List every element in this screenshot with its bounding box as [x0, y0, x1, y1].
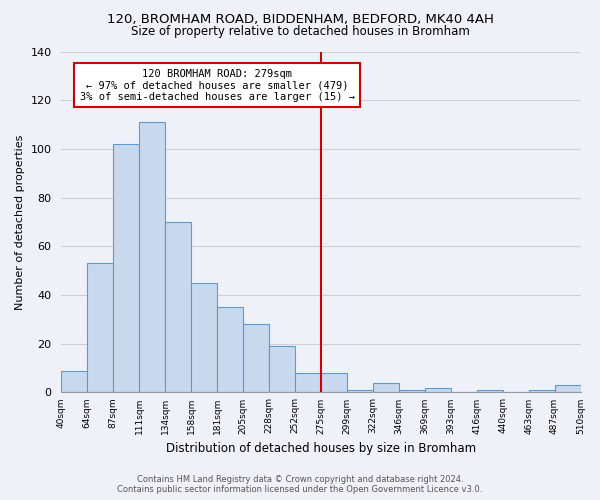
X-axis label: Distribution of detached houses by size in Bromham: Distribution of detached houses by size …	[166, 442, 476, 455]
Y-axis label: Number of detached properties: Number of detached properties	[15, 134, 25, 310]
Bar	[373, 382, 399, 392]
Bar	[529, 390, 554, 392]
Text: Size of property relative to detached houses in Bromham: Size of property relative to detached ho…	[131, 25, 469, 38]
Bar	[165, 222, 191, 392]
Bar	[217, 307, 243, 392]
Bar	[425, 388, 451, 392]
Bar	[269, 346, 295, 393]
Text: 120 BROMHAM ROAD: 279sqm
← 97% of detached houses are smaller (479)
3% of semi-d: 120 BROMHAM ROAD: 279sqm ← 97% of detach…	[80, 68, 355, 102]
Bar	[554, 385, 581, 392]
Bar	[88, 264, 113, 392]
Bar	[139, 122, 165, 392]
Bar	[399, 390, 425, 392]
Text: Contains HM Land Registry data © Crown copyright and database right 2024.
Contai: Contains HM Land Registry data © Crown c…	[118, 474, 482, 494]
Text: 120, BROMHAM ROAD, BIDDENHAM, BEDFORD, MK40 4AH: 120, BROMHAM ROAD, BIDDENHAM, BEDFORD, M…	[107, 12, 493, 26]
Bar	[191, 283, 217, 393]
Bar	[347, 390, 373, 392]
Bar	[321, 373, 347, 392]
Bar	[61, 370, 88, 392]
Bar	[243, 324, 269, 392]
Bar	[113, 144, 139, 392]
Bar	[295, 373, 321, 392]
Bar	[476, 390, 503, 392]
